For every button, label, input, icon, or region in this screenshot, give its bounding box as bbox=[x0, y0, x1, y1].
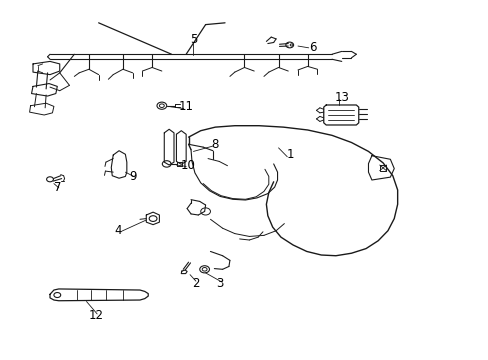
Text: 5: 5 bbox=[189, 33, 197, 46]
Text: 10: 10 bbox=[181, 159, 196, 172]
Text: 9: 9 bbox=[129, 170, 136, 183]
Text: 12: 12 bbox=[88, 309, 103, 322]
Text: 2: 2 bbox=[192, 277, 199, 290]
Text: 3: 3 bbox=[216, 277, 224, 290]
Text: 8: 8 bbox=[211, 138, 219, 151]
Text: 4: 4 bbox=[114, 224, 122, 237]
Text: 11: 11 bbox=[178, 100, 193, 113]
Text: 6: 6 bbox=[308, 41, 316, 54]
Text: 1: 1 bbox=[286, 148, 294, 162]
Text: 13: 13 bbox=[334, 91, 348, 104]
Text: 7: 7 bbox=[54, 181, 61, 194]
